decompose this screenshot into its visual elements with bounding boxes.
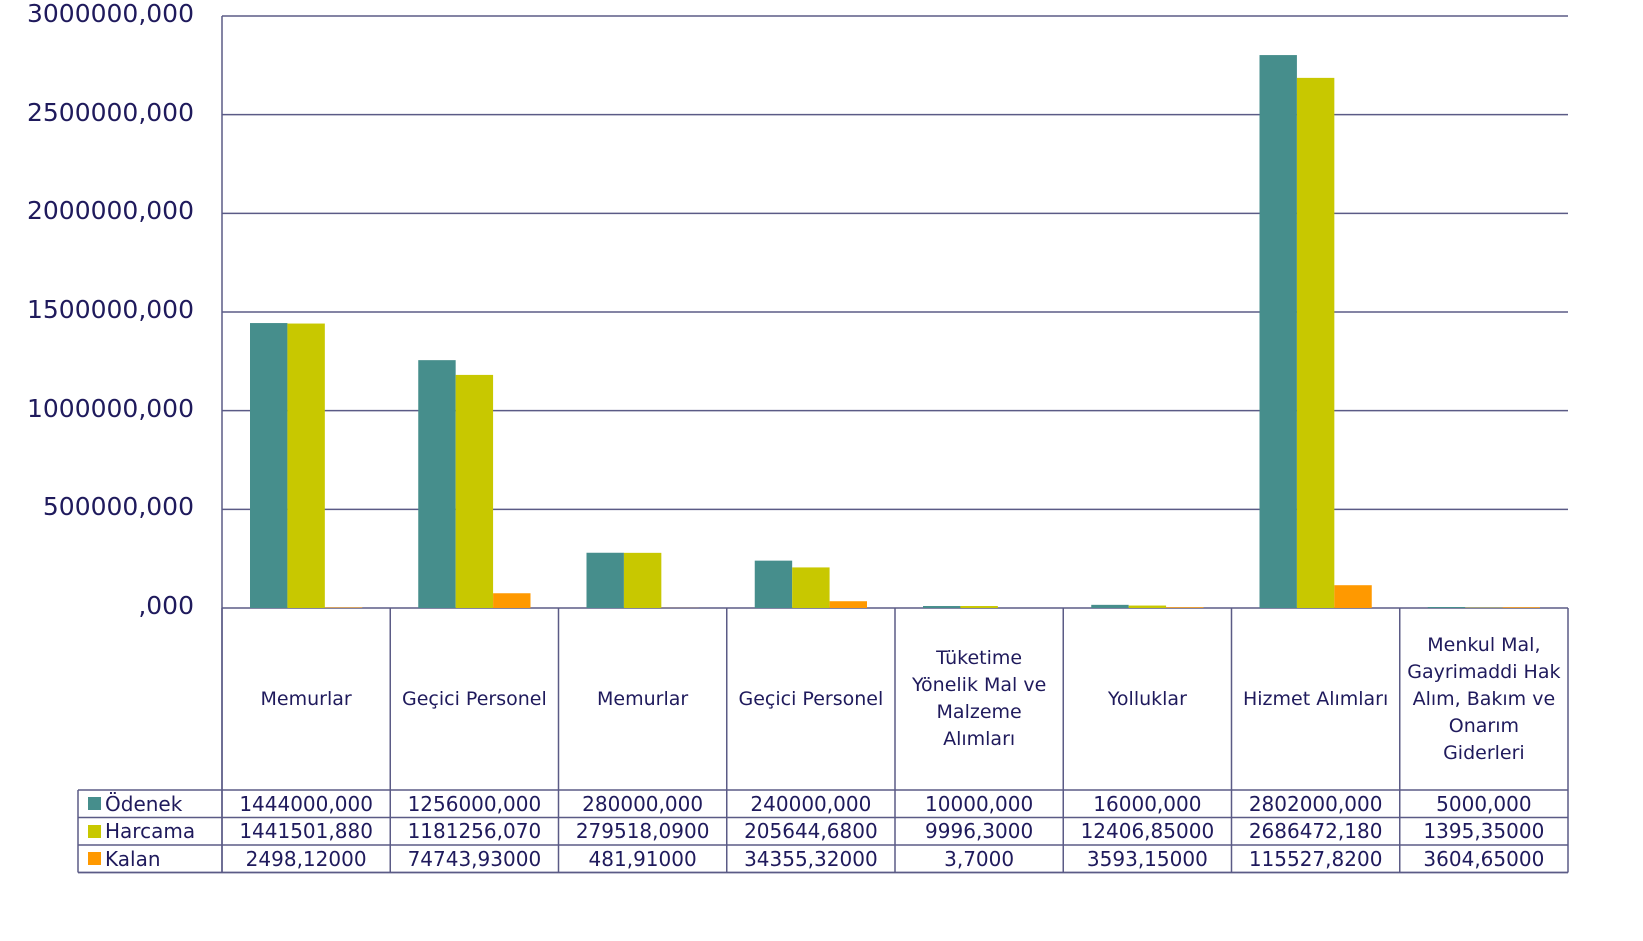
table-cell: 481,91000 — [588, 846, 697, 871]
y-tick-label: ,000 — [138, 591, 194, 620]
bar — [1427, 607, 1466, 608]
table-cell: 2686472,180 — [1248, 819, 1383, 844]
bar — [493, 593, 531, 608]
bar — [960, 606, 998, 608]
table-cell: 3604,65000 — [1423, 846, 1545, 871]
table-cell: 1444000,000 — [239, 791, 373, 816]
bar — [1502, 607, 1540, 608]
bar — [923, 606, 961, 608]
legend-entry: Ödenek — [78, 790, 182, 818]
bar — [623, 552, 662, 608]
table-cell: 280000,000 — [582, 791, 704, 816]
bar — [1259, 55, 1297, 608]
table-cell: 16000,000 — [1093, 791, 1202, 816]
table-cell: 74743,93000 — [407, 846, 542, 871]
legend-label: Harcama — [105, 819, 196, 844]
legend-swatch — [88, 824, 101, 838]
table-cell: 1395,35000 — [1423, 819, 1545, 844]
bar — [1091, 604, 1129, 608]
x-tick-label: Yolluklar — [1107, 687, 1187, 710]
legend-swatch — [88, 797, 101, 811]
table-cell: 5000,000 — [1436, 791, 1532, 816]
table-cell: 279518,0900 — [575, 819, 710, 844]
y-tick-label: 1500000,000 — [26, 295, 194, 324]
legend-swatch — [88, 852, 101, 866]
bar — [1128, 605, 1167, 608]
legend-label: Ödenek — [105, 791, 183, 816]
bar — [1166, 607, 1204, 608]
x-tick-label: Memurlar — [260, 687, 352, 710]
bar — [250, 323, 288, 608]
legend-entry: Kalan — [78, 845, 161, 873]
table-cell: 1256000,000 — [407, 791, 542, 816]
legend-entry: Harcama — [78, 818, 195, 846]
bar — [586, 552, 624, 608]
bar — [1334, 585, 1372, 608]
x-tick-label: Tüketime Yönelik Mal ve Malzeme Alımları — [911, 647, 1047, 750]
table-cell: 9996,3000 — [925, 819, 1034, 844]
bar — [754, 560, 793, 608]
legend-label: Kalan — [105, 846, 161, 871]
table-cell: 2802000,000 — [1248, 791, 1383, 816]
bar — [792, 567, 830, 608]
x-tick-label: Hizmet Alımları — [1242, 687, 1389, 710]
bar — [418, 360, 456, 608]
table-cell: 12406,85000 — [1080, 819, 1215, 844]
table-cell: 2498,12000 — [245, 846, 367, 871]
table-cell: 3,7000 — [944, 846, 1015, 871]
bar — [455, 374, 494, 608]
table-cell: 115527,8200 — [1248, 846, 1383, 871]
y-tick-label: 2000000,000 — [26, 196, 194, 226]
bar — [287, 323, 325, 608]
y-tick-label: 3000000,000 — [26, 0, 194, 28]
x-tick-label: Memurlar — [597, 687, 689, 710]
y-tick-label: 1000000,000 — [26, 393, 194, 423]
table-cell: 1181256,070 — [407, 819, 542, 844]
x-tick-label: Menkul Mal, Gayrimaddi Hak Alım, Bakım v… — [1407, 633, 1561, 764]
table-cell: 205644,6800 — [744, 819, 878, 844]
y-tick-label: 2500000,000 — [26, 97, 194, 127]
table-cell: 240000,000 — [750, 791, 872, 816]
table-cell: 1441501,880 — [239, 819, 373, 844]
bar — [829, 601, 867, 608]
table-cell: 10000,000 — [925, 791, 1034, 816]
bar — [1296, 77, 1335, 608]
table-cell: 34355,32000 — [744, 846, 878, 871]
x-tick-label: Geçici Personel — [402, 687, 547, 710]
table-cell: 3593,15000 — [1086, 846, 1208, 871]
x-tick-label: Geçici Personel — [738, 687, 884, 710]
y-tick-label: 500000,000 — [42, 492, 194, 522]
